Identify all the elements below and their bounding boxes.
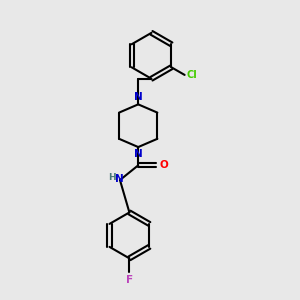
Text: H: H	[108, 173, 116, 182]
Text: N: N	[115, 174, 124, 184]
Text: N: N	[134, 149, 142, 159]
Text: O: O	[159, 160, 168, 170]
Text: F: F	[126, 274, 133, 284]
Text: N: N	[134, 92, 142, 102]
Text: Cl: Cl	[187, 70, 198, 80]
